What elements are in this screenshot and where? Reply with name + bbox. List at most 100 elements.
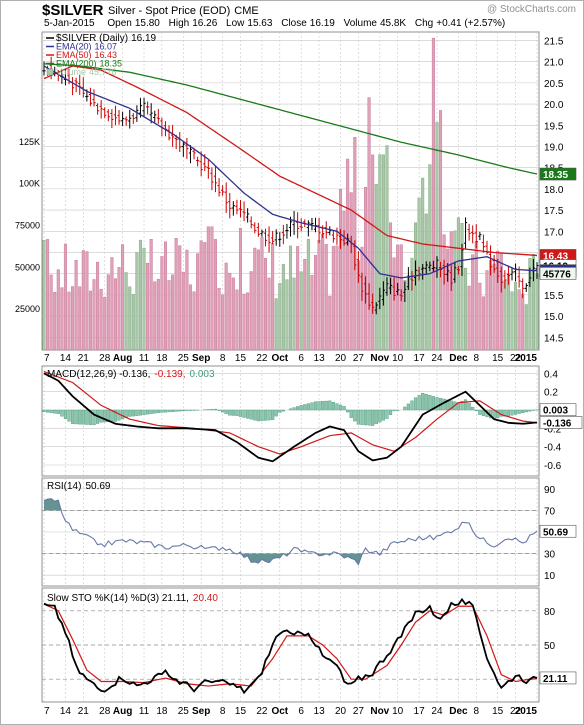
volume-y-tick-label: 100K: [19, 179, 40, 189]
bottom-x-tick-label: 7: [44, 706, 50, 717]
volume-bar: [492, 263, 496, 351]
bottom-x-tick-label: 14: [60, 706, 72, 717]
volume-bar: [213, 239, 217, 351]
volume-bar: [381, 154, 385, 351]
volume-bar: [460, 223, 464, 351]
volume-bar: [146, 262, 150, 351]
bottom-x-tick-label: 22: [510, 706, 522, 717]
macd-histogram-bar: [406, 403, 410, 411]
bottom-x-tick-label: Sep: [192, 706, 210, 717]
volume-bar: [138, 239, 142, 351]
macd-last-value-tag-box: [539, 416, 583, 429]
volume-bar: [303, 259, 307, 351]
volume-bar: [124, 272, 128, 351]
volume-bar: [431, 37, 435, 351]
volume-bar: [471, 254, 475, 351]
volume-bar: [374, 183, 378, 351]
volume-bar: [335, 245, 339, 351]
volume-bar: [485, 270, 489, 351]
bottom-x-tick-label: 8: [473, 706, 479, 717]
macd-histogram-bar: [224, 409, 228, 414]
macd-histogram-bar: [63, 409, 68, 419]
volume-bar: [238, 227, 242, 351]
x-tick-label: 14: [60, 353, 72, 364]
macd-histogram-bar: [210, 409, 214, 411]
macd-histogram-bar: [403, 406, 407, 411]
volume-bar: [188, 284, 192, 351]
macd-histogram-bar: [292, 407, 296, 411]
volume-bar: [442, 234, 446, 351]
macd-histogram-bar: [260, 409, 264, 421]
macd-histogram-bar: [74, 409, 78, 425]
volume-bar: [267, 277, 271, 351]
volume-bar: [46, 239, 50, 351]
price-y-tick-label: 20.0: [544, 100, 564, 111]
macd-histogram-bar: [442, 398, 446, 411]
bottom-x-tick-label: 21: [78, 706, 90, 717]
bottom-x-tick-label: 18: [156, 706, 168, 717]
macd-histogram-bar: [435, 397, 439, 411]
macd-last-value-tag: -0.136: [543, 418, 572, 429]
macd-histogram-bar: [310, 402, 314, 411]
volume-bar: [371, 154, 375, 351]
volume-bar: [167, 280, 171, 351]
header-ohlc: 5-Jan-2015 Open 15.80 High 16.26 Low 15.63 …: [44, 18, 505, 29]
macd-histogram-bar: [517, 409, 521, 414]
macd-histogram-bar: [306, 403, 310, 411]
macd-histogram-bar: [374, 409, 378, 425]
volume-bar: [385, 145, 389, 351]
macd-histogram-bar: [392, 409, 396, 412]
volume-bar: [324, 244, 328, 351]
volume-bar: [181, 271, 185, 351]
volume-bar: [96, 261, 100, 351]
macd-histogram-bar: [335, 403, 339, 411]
volume-bar: [56, 269, 60, 351]
volume-bar: [249, 271, 253, 351]
macd-histogram-bar: [513, 409, 518, 415]
x-tick-label: 17: [414, 353, 426, 364]
volume-bar: [292, 277, 296, 351]
macd-histogram-bar: [85, 409, 89, 425]
volume-bar: [128, 286, 132, 351]
macd-histogram-bar: [378, 409, 382, 423]
macd-histogram-bar: [256, 409, 260, 422]
macd-histogram-bar: [321, 401, 325, 411]
macd-histogram-bar: [181, 409, 185, 412]
bottom-x-tick-label: 13: [314, 706, 326, 717]
macd-histogram-bar: [356, 409, 360, 425]
volume-bar: [274, 298, 278, 351]
bottom-x-tick-label: 27: [353, 706, 365, 717]
stochastic-legend: Slow STO %K(14) %D(3) 21.11, 20.40: [47, 593, 218, 604]
stochastic-y-tick-label: 50: [544, 641, 556, 652]
macd-histogram-bar: [346, 409, 350, 413]
macd-histogram-bar: [81, 409, 85, 425]
price-y-tick-label: 15.0: [544, 312, 564, 323]
macd-last-value-tag: 0.003: [543, 406, 568, 417]
bottom-x-tick-label: 28: [99, 706, 111, 717]
macd-histogram-bar: [421, 392, 425, 411]
macd-histogram-bar: [128, 409, 132, 417]
macd-histogram-bar: [299, 405, 303, 411]
macd-histogram-bar: [253, 409, 257, 421]
volume-bar: [331, 246, 335, 351]
volume-bar: [271, 243, 275, 351]
macd-histogram-bar: [42, 409, 46, 413]
macd-histogram-bar: [510, 409, 514, 416]
bottom-x-tick-label: 17: [414, 706, 426, 717]
macd-histogram-bar: [185, 409, 189, 411]
macd-line: [43, 372, 538, 463]
volume-y-tick-label: 75000: [15, 220, 40, 230]
rsi-y-tick-label: 10: [544, 571, 556, 582]
macd-histogram-bar: [363, 409, 368, 426]
x-tick-label: 15: [492, 353, 504, 364]
macd-histogram-bar: [131, 409, 135, 417]
volume-bar: [342, 210, 346, 351]
x-tick-label: 28: [99, 353, 111, 364]
macd-histogram-bar: [317, 401, 321, 411]
volume-bar: [53, 292, 57, 351]
last-value-tag: 45776: [543, 269, 571, 280]
volume-bar: [467, 285, 471, 351]
macd-histogram-bar: [271, 409, 275, 420]
